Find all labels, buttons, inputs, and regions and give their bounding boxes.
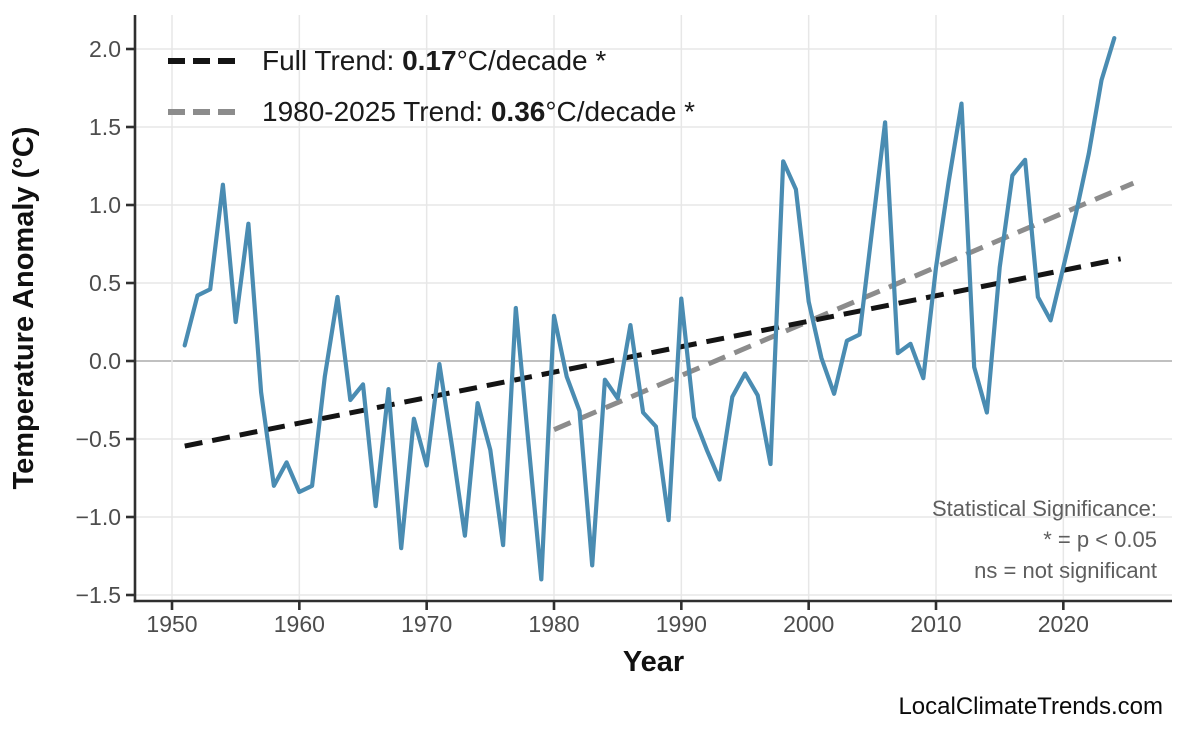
x-tick-label: 2020 [1038,611,1089,637]
x-tick-label: 2000 [783,611,834,637]
y-tick-label: 2.0 [89,36,121,62]
x-tick-label: 1960 [274,611,325,637]
legend-recent-trend-suffix: °C/decade * [545,96,696,127]
x-tick-label: 1950 [146,611,197,637]
significance-note: Statistical Significance: * = p < 0.05 n… [932,493,1157,586]
y-tick-label: −1.0 [76,504,121,530]
legend-recent-trend-prefix: 1980-2025 Trend: [262,96,491,127]
x-tick-label: 1990 [656,611,707,637]
anomaly-line [182,35,1117,582]
y-tick-label: 0.0 [89,348,121,374]
watermark: LocalClimateTrends.com [898,693,1163,720]
significance-note-line2: * = p < 0.05 [1043,527,1157,552]
significance-note-line3: ns = not significant [974,558,1157,583]
full-trend-line [184,256,1122,449]
y-tick-label: 1.0 [89,192,121,218]
legend-item-recent-trend: 1980-2025 Trend: 0.36°C/decade * [166,96,695,128]
y-tick-label: −0.5 [76,426,121,452]
legend-recent-trend-value: 0.36 [490,96,546,127]
legend-label-recent-trend: 1980-2025 Trend: 0.36°C/decade * [262,96,695,128]
y-tick-label: 0.5 [89,270,121,296]
full-trend-dash-icon [168,58,236,64]
recent-trend-dash-icon [168,109,236,115]
significance-note-line1: Statistical Significance: [932,496,1157,521]
y-tick-label: 1.5 [89,114,121,140]
y-tick-label: −1.5 [76,582,121,608]
y-axis-title: Temperature Anomaly (°C) [8,126,40,490]
legend-item-full-trend: Full Trend: 0.17°C/decade * [166,45,606,77]
legend-full-trend-prefix: Full Trend: [262,45,403,76]
recent-trend-1980-2025-line [553,180,1135,432]
legend-label-full-trend: Full Trend: 0.17°C/decade * [262,45,606,77]
legend-full-trend-suffix: °C/decade * [456,45,607,76]
x-axis-title: Year [622,646,685,678]
x-tick-label: 2010 [910,611,961,637]
x-tick-label: 1980 [528,611,579,637]
x-tick-label: 1970 [401,611,452,637]
legend-full-trend-value: 0.17 [402,45,457,76]
